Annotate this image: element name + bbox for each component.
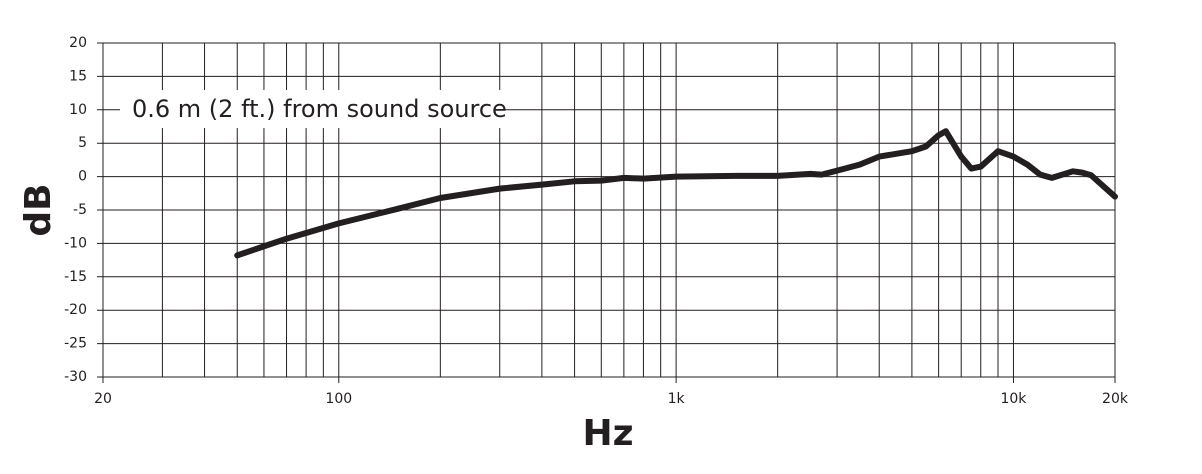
y-tick-label: 10: [69, 102, 87, 118]
y-tick-label: -30: [64, 369, 87, 385]
response-curve: [234, 128, 1118, 259]
x-tick-label: 1k: [668, 391, 686, 407]
y-tick-label: 15: [69, 68, 87, 84]
x-tick-label: 100: [325, 391, 352, 407]
y-tick-label: -25: [64, 336, 87, 352]
x-tick-label: 10k: [1000, 391, 1027, 407]
annotation: 0.6 m (2 ft.) from sound source: [132, 95, 507, 123]
x-tick-label: 20k: [1102, 391, 1129, 407]
annotation-box: [120, 90, 505, 128]
x-axis-title: Hz: [582, 413, 633, 454]
y-tick-label: -10: [64, 235, 87, 251]
grid: [97, 42, 1116, 378]
y-tick-label: -20: [64, 302, 87, 318]
x-tick-label: 20: [94, 391, 112, 407]
y-tick-label: 20: [69, 35, 87, 51]
y-tick-label: -5: [73, 202, 87, 218]
y-tick-label: -15: [64, 269, 87, 285]
y-tick-label: 5: [78, 135, 87, 151]
y-tick-label: 0: [78, 169, 87, 185]
y-axis-title: dB: [18, 183, 59, 236]
